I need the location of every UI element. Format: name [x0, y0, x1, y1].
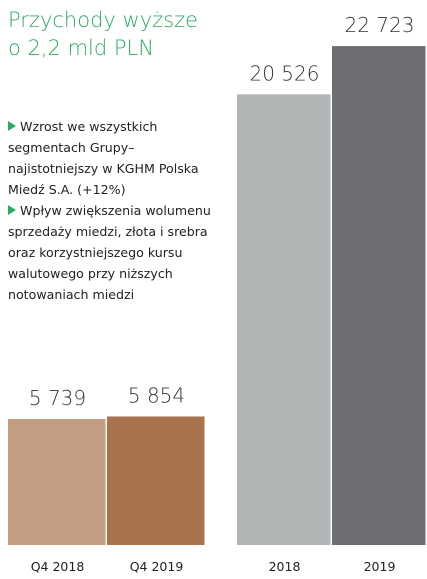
bar: [8, 418, 106, 545]
value-label: 20 526: [250, 61, 320, 85]
bullet: Wzrost we wszystkich segmentach Grupy–na…: [8, 116, 213, 200]
x-tick-label: 2018: [269, 559, 301, 574]
bullet-marker: [8, 205, 16, 215]
x-tick-label: 2019: [364, 559, 396, 574]
bullet-text: Wpływ zwiększenia wolumenu sprzedaży mie…: [8, 203, 211, 302]
x-tick-label: Q4 2019: [130, 559, 184, 574]
title: Przychody wyższe o 2,2 mld PLN: [8, 8, 199, 60]
bullet-text: Wzrost we wszystkich segmentach Grupy–na…: [8, 119, 199, 197]
x-tick-label: Q4 2018: [31, 559, 85, 574]
value-label: 5 739: [29, 386, 86, 410]
bullet: Wpływ zwiększenia wolumenu sprzedaży mie…: [8, 200, 213, 305]
bullet-marker: [8, 121, 16, 131]
bar: [237, 94, 331, 545]
bullet-list: Wzrost we wszystkich segmentach Grupy–na…: [8, 116, 213, 305]
bar: [332, 46, 426, 545]
bar: [107, 416, 205, 545]
value-label: 22 723: [345, 13, 415, 37]
value-label: 5 854: [128, 383, 185, 407]
